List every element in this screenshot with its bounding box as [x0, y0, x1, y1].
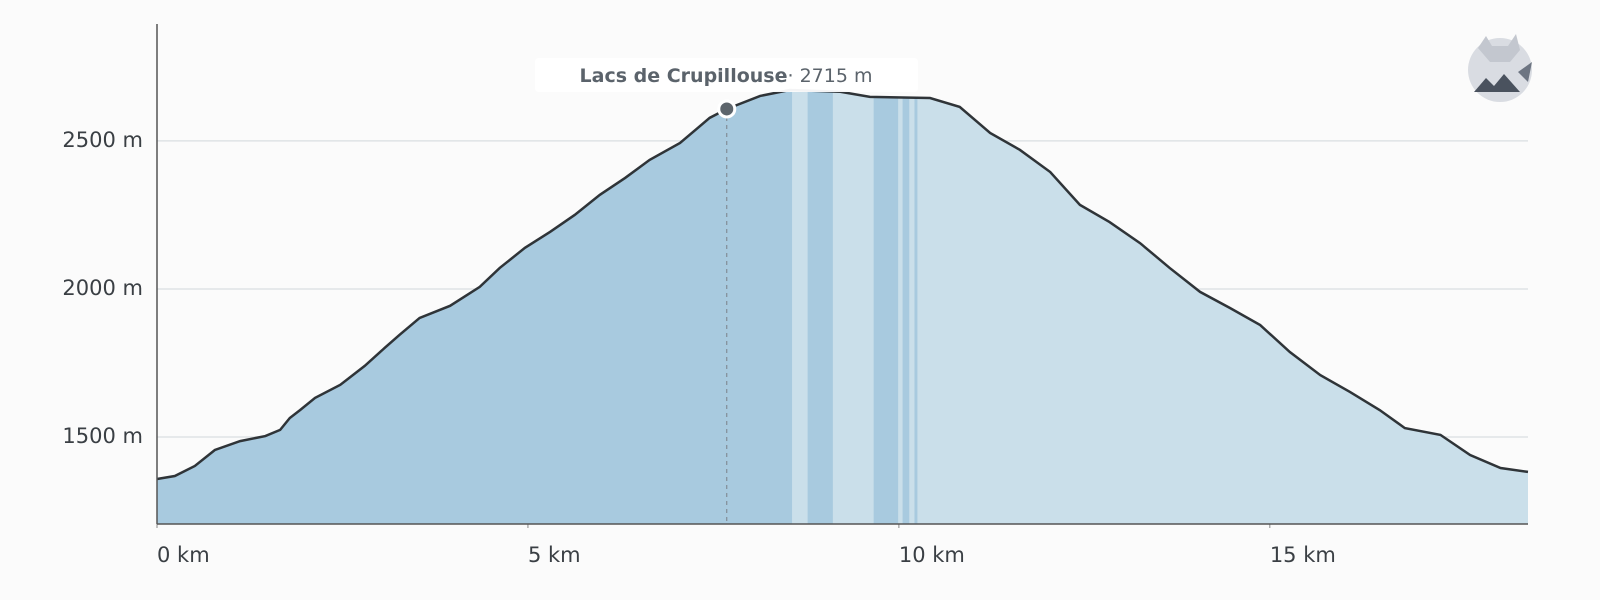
- tooltip-name: Lacs de Crupillouse: [580, 65, 788, 87]
- y-tick-label: 2000 m: [62, 276, 143, 300]
- x-tick-label: 15 km: [1270, 543, 1336, 567]
- highlight-range: [157, 90, 793, 524]
- tooltip: Lacs de Crupillouse· 2715 m: [580, 65, 873, 87]
- highlight-range: [807, 90, 833, 524]
- tooltip-value: · 2715 m: [788, 65, 873, 87]
- x-tick-label: 10 km: [899, 543, 965, 567]
- elevation-line: [156, 88, 1529, 481]
- marker: [717, 99, 737, 119]
- highlight-range: [873, 90, 899, 524]
- y-tick-label: 2500 m: [62, 128, 143, 152]
- x-tick-label: 5 km: [528, 543, 581, 567]
- highlight-range: [914, 90, 918, 524]
- highlight-range: [902, 90, 910, 524]
- tooltip-box: [535, 58, 918, 92]
- logo: [1468, 34, 1532, 102]
- x-tick-label: 0 km: [157, 543, 210, 567]
- y-tick-label: 1500 m: [62, 424, 143, 448]
